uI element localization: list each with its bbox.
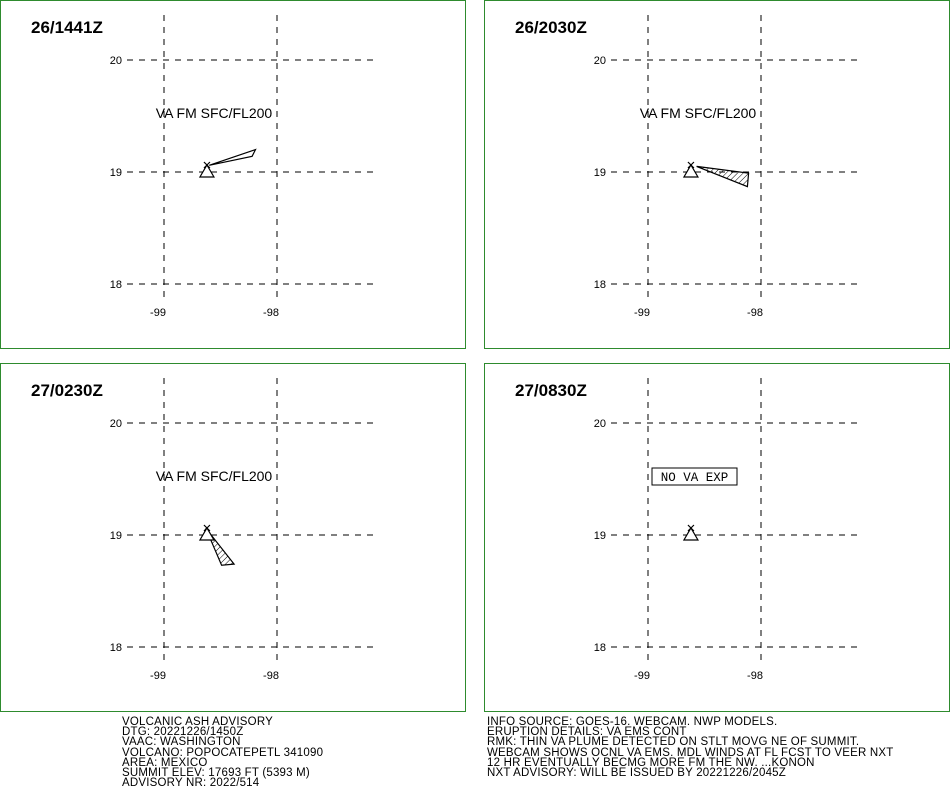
latitude-tick-label: 18 [110, 642, 122, 654]
latitude-tick-label: 18 [594, 642, 606, 654]
ash-level-label: VA FM SFC/FL200 [156, 105, 273, 121]
longitude-tick-label: -99 [634, 307, 650, 319]
advisory-header-line: AREA: MEXICO [122, 756, 208, 769]
panel-time: 26/1441Z [31, 18, 103, 37]
longitude-tick-label: -98 [263, 670, 279, 682]
ash-plume-polygon [209, 148, 257, 166]
volcano-icon [198, 524, 215, 541]
advisory-remark-line: NXT ADVISORY: WILL BE ISSUED BY 20221226… [487, 766, 786, 779]
ash-level-label: VA FM SFC/FL200 [156, 468, 273, 484]
advisory-header-line: VAAC: WASHINGTON [122, 736, 241, 749]
latitude-tick-label: 19 [594, 530, 606, 542]
volcano-icon [198, 161, 215, 178]
longitude-tick-label: -99 [150, 670, 166, 682]
longitude-tick-label: -99 [634, 670, 650, 682]
advisory-remark-line: 12 HR EVENTUALLY BECMG MORE FM THE NW. .… [487, 756, 815, 769]
longitude-tick-label: -98 [263, 307, 279, 319]
longitude-tick-label: -99 [150, 307, 166, 319]
advisory-header-line: DTG: 20221226/1450Z [122, 726, 244, 739]
latitude-tick-label: 20 [594, 55, 606, 67]
latitude-tick-label: 18 [110, 279, 122, 291]
advisory-remarks-block: INFO SOURCE: GOES-16. WEBCAM. NWP MODELS… [487, 716, 894, 779]
latitude-tick-label: 19 [110, 167, 122, 179]
advisory-header-line: SUMMIT ELEV: 17693 FT (5393 M) [122, 766, 310, 779]
advisory-remark-line: WEBCAM SHOWS OCNL VA EMS. MDL WINDS AT F… [487, 746, 894, 759]
latitude-tick-label: 20 [110, 55, 122, 67]
panel-map: 20 19 18 -99 -98 NO VA EXP [594, 378, 861, 682]
panel-time: 27/0230Z [31, 381, 103, 400]
panel-map: 20 19 18 -99 -98 VA FM SFC/FL200 [110, 378, 377, 682]
ash-status-label: NO VA EXP [661, 471, 729, 485]
panel-map: 20 19 18 -99 -98 VA FM SFC/FL200 [110, 15, 377, 319]
longitude-tick-label: -98 [747, 670, 763, 682]
latitude-tick-label: 20 [110, 418, 122, 430]
latitude-tick-label: 19 [594, 167, 606, 179]
advisory-remark-line: ERUPTION DETAILS: VA EMS CONT [487, 726, 687, 739]
latitude-tick-label: 18 [594, 279, 606, 291]
panel-time: 27/0830Z [515, 381, 587, 400]
longitude-tick-label: -98 [747, 307, 763, 319]
forecast-panel: 26/1441Z 20 19 18 -99 -98 VA FM SFC/FL200 [0, 0, 466, 349]
panel-time: 26/2030Z [515, 18, 587, 37]
advisory-header-line: VOLCANO: POPOCATEPETL 341090 [122, 746, 324, 759]
advisory-remark-line: RMK: THIN VA PLUME DETECTED ON STLT MOVG… [487, 736, 860, 749]
advisory-header-block: VOLCANIC ASH ADVISORY DTG: 20221226/1450Z… [122, 716, 324, 790]
ash-plume-polygon [696, 165, 750, 188]
no-ash-label-box [651, 467, 738, 486]
forecast-panel: 27/0830Z 20 19 18 -99 -98 NO VA EXP [484, 363, 950, 712]
advisory-header-line: ADVISORY NR: 2022/514 [122, 777, 260, 790]
panel-map: 20 19 18 -99 -98 VA FM SFC/FL200 [594, 15, 861, 319]
latitude-tick-label: 19 [110, 530, 122, 542]
forecast-panel: 27/0230Z 20 19 18 -99 -98 VA FM SFC/FL200 [0, 363, 466, 712]
volcano-icon [682, 524, 699, 541]
forecast-panel: 26/2030Z 20 19 18 -99 -98 VA FM SFC/FL200 [484, 0, 950, 349]
advisory-remark-line: INFO SOURCE: GOES-16. WEBCAM. NWP MODELS… [487, 716, 778, 728]
volcano-icon [682, 161, 699, 178]
latitude-tick-label: 20 [594, 418, 606, 430]
advisory-header-line: VOLCANIC ASH ADVISORY [122, 716, 273, 728]
ash-level-label: VA FM SFC/FL200 [640, 105, 757, 121]
